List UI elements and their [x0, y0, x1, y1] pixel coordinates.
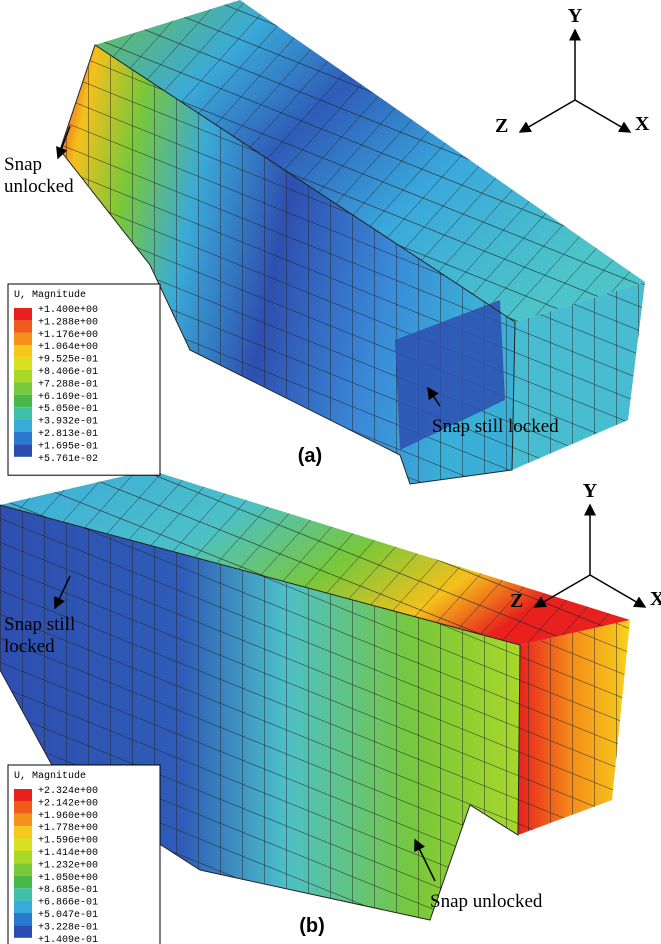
legend-swatch — [14, 407, 32, 419]
legend-swatch — [14, 814, 32, 826]
annotation: Snap still — [4, 614, 75, 635]
axis-arrow — [590, 575, 645, 607]
legend-entry: +1.960e+00 — [38, 811, 98, 822]
legend-entry: +5.047e-01 — [38, 910, 98, 921]
legend-swatch — [14, 826, 32, 838]
axis-label: Z — [495, 115, 508, 137]
panel-label: (b) — [299, 915, 325, 937]
axis-label: X — [635, 113, 650, 135]
legend-entry: +3.228e-01 — [38, 922, 98, 933]
legend-swatch — [14, 925, 32, 937]
figure: Y X Z (a) Snapunlocked Snap still locked U, Ma… — [0, 0, 661, 944]
legend-swatch — [14, 308, 32, 320]
legend-entry: +3.932e-01 — [38, 417, 98, 428]
legend-swatch — [14, 358, 32, 370]
legend-swatch — [14, 395, 32, 407]
legend-entry: +9.525e-01 — [38, 355, 98, 366]
annotation: Snap still locked — [432, 416, 559, 437]
legend-entry: +2.324e+00 — [38, 786, 98, 797]
annotation: locked — [4, 636, 55, 657]
axis-label: Y — [568, 5, 583, 27]
legend-swatch — [14, 320, 32, 332]
legend-entry: +1.176e+00 — [38, 330, 98, 341]
legend-entry: +1.409e-01 — [38, 935, 98, 944]
legend-entry: +2.142e+00 — [38, 798, 98, 809]
annotation: Snap unlocked — [430, 891, 543, 912]
panel-label: (a) — [298, 445, 322, 467]
legend-entry: +8.406e-01 — [38, 367, 98, 378]
legend-swatch — [14, 913, 32, 925]
legend-entry: +1.288e+00 — [38, 317, 98, 328]
axis-arrow — [520, 100, 575, 132]
legend-entry: +1.414e+00 — [38, 848, 98, 859]
legend-swatch — [14, 876, 32, 888]
legend-entry: +6.866e-01 — [38, 898, 98, 909]
legend-swatch — [14, 444, 32, 456]
legend-entry: +1.064e+00 — [38, 342, 98, 353]
legend-swatch — [14, 863, 32, 875]
legend-swatch — [14, 420, 32, 432]
legend-entry: +8.685e-01 — [38, 885, 98, 896]
annotation: Snap — [4, 154, 42, 175]
axis-label: X — [650, 588, 661, 610]
legend-entry: +5.761e-02 — [38, 454, 98, 465]
axis-label: Y — [583, 480, 598, 502]
legend-swatch — [14, 901, 32, 913]
legend-swatch — [14, 888, 32, 900]
legend-swatch — [14, 382, 32, 394]
legend-entry: +1.400e+00 — [38, 305, 98, 316]
legend-entry: +7.288e-01 — [38, 379, 98, 390]
legend-entry: +1.050e+00 — [38, 873, 98, 884]
legend-swatch — [14, 345, 32, 357]
legend-swatch — [14, 789, 32, 801]
legend-entry: +1.232e+00 — [38, 860, 98, 871]
legend-entry: +6.169e-01 — [38, 392, 98, 403]
legend-entry: +2.813e-01 — [38, 429, 98, 440]
legend-title: U, Magnitude — [14, 289, 86, 301]
legend-swatch — [14, 370, 32, 382]
legend-title: U, Magnitude — [14, 770, 86, 782]
legend-swatch — [14, 432, 32, 444]
legend-entry: +1.596e+00 — [38, 836, 98, 847]
legend-entry: +1.778e+00 — [38, 823, 98, 834]
annotation: unlocked — [4, 176, 74, 197]
legend-entry: +1.695e-01 — [38, 441, 98, 452]
legend-swatch — [14, 333, 32, 345]
axis-label: Z — [510, 590, 523, 612]
legend-swatch — [14, 801, 32, 813]
legend-entry: +5.050e-01 — [38, 404, 98, 415]
legend-swatch — [14, 839, 32, 851]
axis-arrow — [575, 100, 630, 132]
legend-swatch — [14, 851, 32, 863]
